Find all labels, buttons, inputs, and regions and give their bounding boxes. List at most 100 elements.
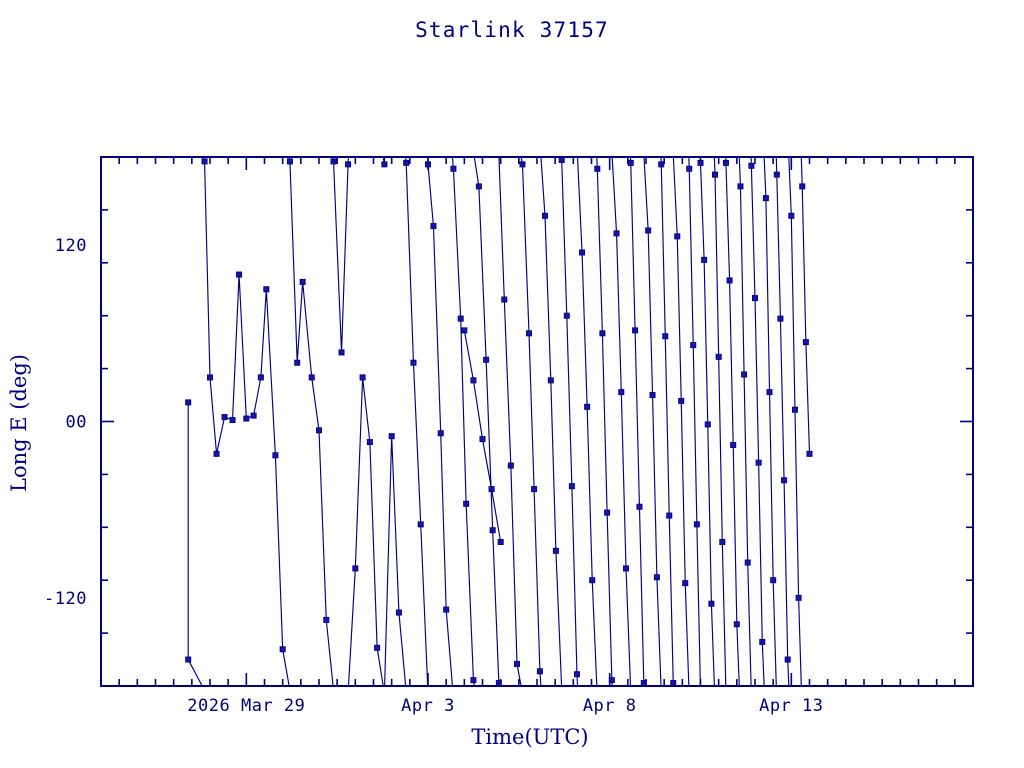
data-point-marker [410,359,417,366]
data-point-marker [733,621,740,628]
data-point-marker [531,486,538,493]
data-point-marker [488,486,495,493]
data-point-marker [741,371,748,378]
data-point-marker [722,159,729,166]
data-point-marker [686,165,693,172]
data-point-marker [352,565,359,572]
x-tick-label: 2026 Mar 29 [187,696,305,716]
data-point-marker [443,606,450,613]
data-point-marker [483,356,490,363]
data-point-marker [201,158,208,165]
data-point-marker [640,680,647,685]
data-point-marker [649,392,656,399]
data-line [347,377,384,685]
data-point-marker [250,412,257,419]
y-tick-label: -120 [44,589,87,609]
data-point-marker [788,212,795,219]
data-point-marker [388,433,395,440]
data-point-marker [294,359,301,366]
data-line [332,158,350,353]
data-line [451,158,475,685]
data-line [540,158,563,685]
data-point-marker [693,521,700,528]
data-line [800,158,811,454]
data-point-marker [784,656,791,663]
data-point-marker [781,477,788,484]
data-point-marker [777,315,784,322]
data-point-marker [315,427,322,434]
data-point-marker [547,377,554,384]
data-point-marker [374,644,381,651]
data-point-marker [658,161,665,168]
data-point-marker [759,638,766,645]
data-point-marker [674,233,681,240]
data-point-marker [461,327,468,334]
data-point-marker [662,333,669,340]
data-point-marker [470,377,477,384]
data-point-marker [479,436,486,443]
data-point-marker [748,162,755,169]
data-point-marker [536,668,543,675]
data-point-marker [366,439,373,446]
data-point-marker [708,600,715,607]
data-point-marker [678,397,685,404]
data-point-marker [213,450,220,457]
data-point-marker [563,312,570,319]
data-point-marker [690,342,697,349]
data-point-marker [627,159,634,166]
y-tick-label: 00 [66,413,87,433]
data-point-marker [579,249,586,256]
data-point-marker [495,680,502,685]
data-point-marker [791,406,798,413]
x-axis-label: Time(UTC) [471,725,588,749]
data-line [763,158,777,685]
data-point-marker [670,680,677,685]
y-axis-label: Long E (deg) [7,354,31,492]
data-line [643,158,662,685]
data-line [384,436,407,685]
data-point-marker [584,403,591,410]
data-point-marker [618,389,625,396]
data-point-marker [632,327,639,334]
data-point-marker [417,521,424,528]
data-line [596,158,613,685]
data-line [713,158,727,685]
data-line [405,158,429,685]
data-point-marker [519,161,526,168]
data-line [561,158,579,685]
data-point-marker [613,230,620,237]
data-point-marker [299,278,306,285]
data-point-marker [697,159,704,166]
data-line [660,158,674,685]
data-point-marker [773,171,780,178]
data-series-group [185,158,813,685]
data-point-marker [497,538,504,545]
data-point-marker [599,330,606,337]
y-tick-label: 120 [55,236,87,256]
data-point-marker [737,183,744,190]
data-line [288,158,334,685]
data-point-marker [568,483,575,490]
data-point-marker [437,430,444,437]
data-point-marker [236,271,243,278]
data-point-marker [755,459,762,466]
data-point-marker [345,161,352,168]
data-point-marker [799,183,806,190]
data-point-marker [558,158,565,163]
data-point-marker [229,417,236,424]
data-point-marker [338,349,345,356]
data-point-marker [359,374,366,381]
data-point-marker [470,677,477,684]
x-tick-label: Apr 8 [583,696,637,716]
data-line [520,158,542,685]
data-point-marker [719,538,726,545]
data-line [775,158,790,685]
data-point-marker [221,414,228,421]
data-point-marker [501,296,508,303]
data-line [688,158,701,685]
data-line [202,158,290,685]
data-point-marker [806,450,813,457]
data-point-marker [552,547,559,554]
data-point-marker [450,165,457,172]
